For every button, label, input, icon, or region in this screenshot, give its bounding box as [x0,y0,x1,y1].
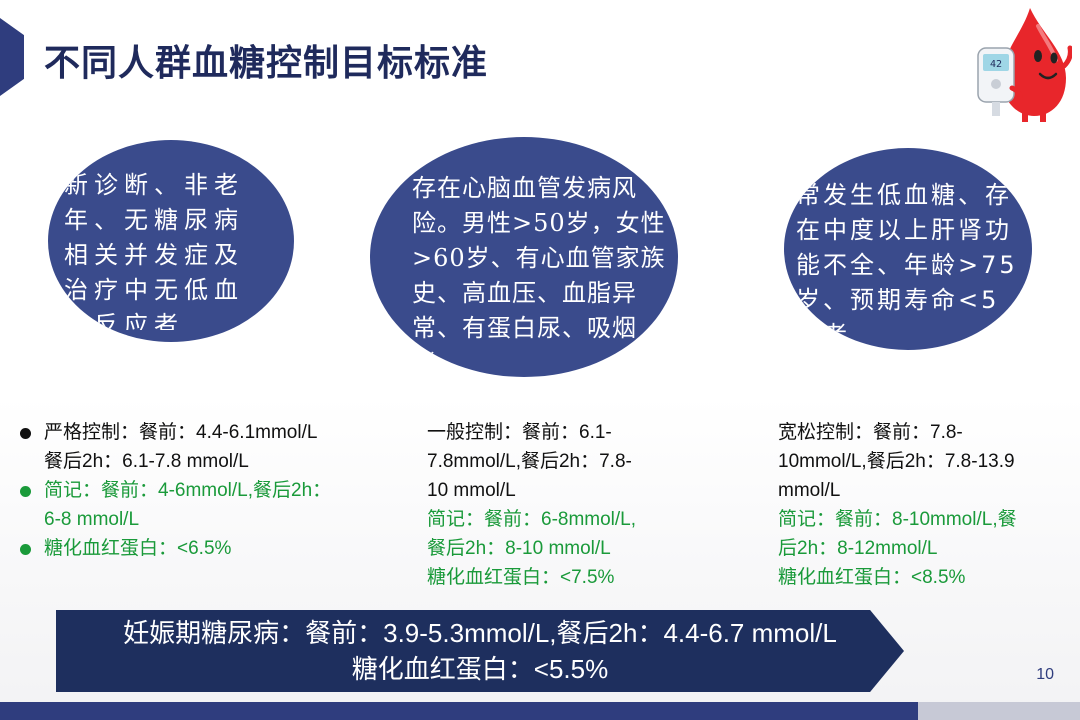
target-line: mmol/L [778,480,841,501]
footer-bar [0,702,1080,720]
target-line: 糖化血红蛋白：<7.5% [427,567,615,588]
target-line: 简记：餐前：4-6mmol/L,餐后2h： [20,476,380,505]
banner-line-2: 糖化血红蛋白：<5.5% [351,654,609,684]
meter-reading: 42 [990,59,1002,70]
gestational-diabetes-banner: 妊娠期糖尿病：餐前：3.9-5.3mmol/L,餐后2h：4.4-6.7 mmo… [56,610,904,692]
criteria-bubble-relaxed-text: 常发生低血糖、存在中度以上肝肾功能不全、年龄>75岁、预期寿命<5年者 [796,181,1018,349]
target-line-text: 严格控制：餐前：4.4-6.1mmol/L [44,422,318,443]
target-line: 后2h：8-12mmol/L [778,538,938,559]
blood-drop-glucometer-mascot-icon: 42 [977,8,1072,122]
target-line: 6-8 mmol/L [20,505,380,534]
target-line-text: 糖化血红蛋白：<6.5% [44,538,232,559]
page-number: 10 [1036,666,1054,683]
target-line: 糖化血红蛋白：<6.5% [20,534,380,563]
target-line: 餐后2h：6.1-7.8 mmol/L [20,447,380,476]
strict-control-targets: 严格控制：餐前：4.4-6.1mmol/L 餐后2h：6.1-7.8 mmol/… [20,418,380,563]
target-line: 严格控制：餐前：4.4-6.1mmol/L [20,418,380,447]
corner-accent-tab [0,18,24,96]
target-line: 一般控制：餐前：6.1- [427,422,612,443]
target-line-text: 6-8 mmol/L [44,509,140,530]
target-line: 糖化血红蛋白：<8.5% [778,567,966,588]
target-line-text: 餐后2h：6.1-7.8 mmol/L [44,451,249,472]
target-line: 10 mmol/L [427,480,516,501]
target-line: 简记：餐前：6-8mmol/L, [427,509,637,530]
criteria-bubble-relaxed: 常发生低血糖、存在中度以上肝肾功能不全、年龄>75岁、预期寿命<5年者 [784,148,1032,350]
banner-line-1: 妊娠期糖尿病：餐前：3.9-5.3mmol/L,餐后2h：4.4-6.7 mmo… [123,618,837,648]
relaxed-control-targets: 宽松控制：餐前：7.8- 10mmol/L,餐后2h：7.8-13.9 mmol… [778,418,1048,592]
criteria-bubble-general: 存在心脑血管发病风险。男性>50岁，女性>60岁、有心血管家族史、高血压、血脂异… [370,137,678,377]
general-control-targets: 一般控制：餐前：6.1- 7.8mmol/L,餐后2h：7.8- 10 mmol… [427,418,667,592]
target-line-text: 简记：餐前：4-6mmol/L,餐后2h： [44,480,332,501]
target-line: 7.8mmol/L,餐后2h：7.8- [427,451,632,472]
bullet-dot-icon [20,544,31,555]
bullet-dot-icon [20,486,31,497]
target-line: 10mmol/L,餐后2h：7.8-13.9 [778,451,1015,472]
criteria-bubble-strict-text: 新诊断、非老年、无糖尿病相关并发症及治疗中无低血糖反应者 [64,171,244,330]
target-line: 宽松控制：餐前：7.8- [778,422,963,443]
target-line: 简记：餐前：8-10mmol/L,餐 [778,509,1017,530]
slide-title: 不同人群血糖控制目标标准 [44,43,489,84]
criteria-bubble-strict: 新诊断、非老年、无糖尿病相关并发症及治疗中无低血糖反应者 [48,140,294,342]
target-line: 餐后2h：8-10 mmol/L [427,538,611,559]
criteria-bubble-general-text: 存在心脑血管发病风险。男性>50岁，女性>60岁、有心血管家族史、高血压、血脂异… [412,174,666,377]
bullet-dot-icon [20,428,31,439]
